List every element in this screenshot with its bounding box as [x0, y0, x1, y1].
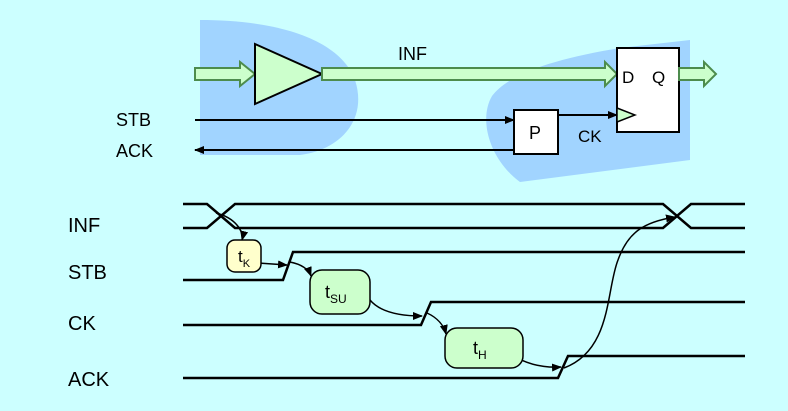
tk-to-stb-arrow — [257, 260, 288, 269]
ack-schematic-label: ACK — [116, 141, 153, 161]
ff-q-pin: Q — [652, 68, 665, 87]
ff-d-pin: D — [622, 68, 634, 87]
flip-flop-box — [616, 47, 680, 133]
stb-waveform — [183, 250, 745, 282]
tk-delay-label: tK — [238, 247, 251, 270]
tsu-delay-box — [309, 269, 371, 315]
inf-bus — [321, 59, 619, 89]
inf-waveform — [183, 202, 745, 230]
input-bus-arrow — [194, 59, 257, 89]
inf-to-tk-arrow — [215, 212, 249, 241]
ack-to-inf-arrow — [563, 214, 676, 369]
timing-label-inf: INF — [68, 215, 100, 237]
ack-waveform — [183, 354, 745, 380]
tk-delay-box — [226, 239, 262, 273]
buffer-triangle — [254, 42, 325, 106]
timing-label-stb: STB — [68, 262, 107, 284]
tsu-delay-label: tSU — [325, 282, 347, 306]
stb-schematic-label: STB — [116, 110, 151, 130]
ck-to-th-arrow — [426, 312, 448, 335]
th-delay-label: tH — [473, 338, 487, 362]
timing-label-ack: ACK — [68, 369, 110, 391]
stb-to-tsu-arrow — [289, 261, 312, 277]
ck-waveform — [183, 300, 745, 327]
pulse-block-label: P — [529, 123, 541, 143]
ck-schematic-label: CK — [578, 127, 602, 146]
pulse-block — [513, 109, 559, 155]
inf-bus-label: INF — [398, 44, 427, 64]
th-delay-box — [444, 327, 524, 369]
output-q-bus-arrow — [678, 59, 718, 89]
timing-label-ck: CK — [68, 313, 96, 335]
tsu-to-ck-arrow — [369, 299, 423, 320]
